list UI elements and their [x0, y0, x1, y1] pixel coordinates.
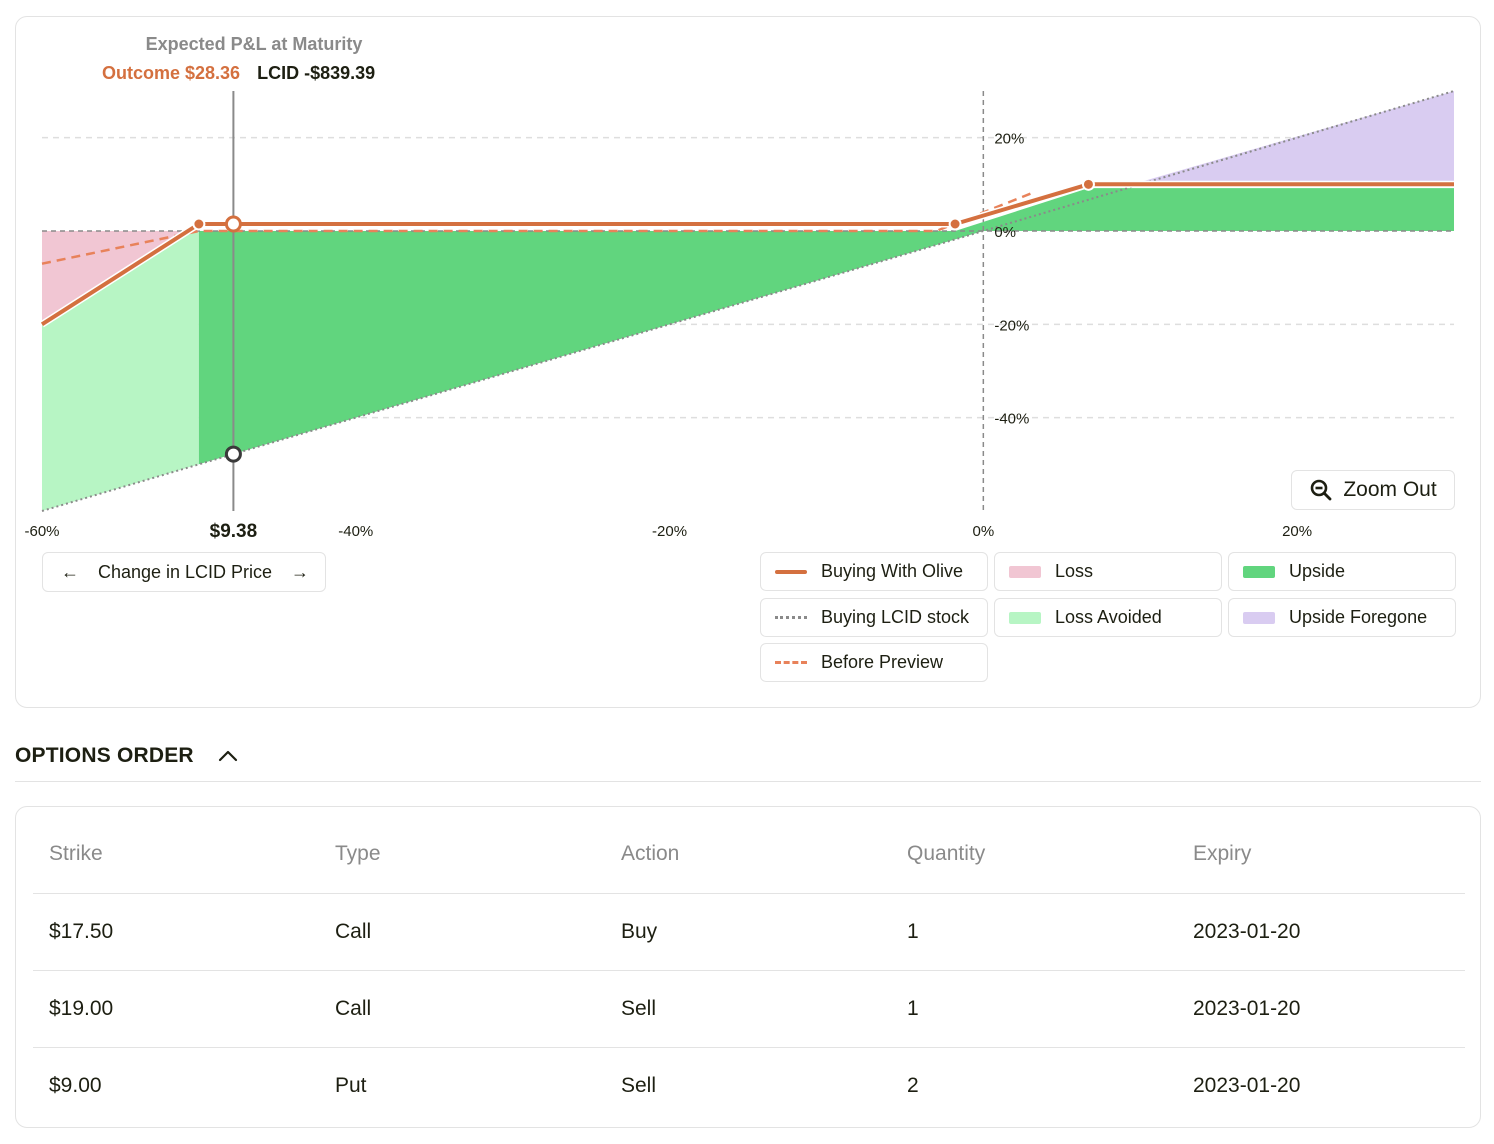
table-row: $9.00 Put Sell 2 2023-01-20	[33, 1047, 1465, 1124]
section-title: OPTIONS ORDER	[15, 743, 194, 767]
y-tick-label: -40%	[994, 411, 1029, 428]
lcid-value: LCID -$839.39	[257, 63, 376, 83]
legend-swatch	[775, 569, 807, 574]
table-cell: $17.50	[33, 893, 319, 971]
hover-values: Outcome $28.36 LCID -$839.39	[102, 63, 375, 84]
column-header: Action	[605, 815, 891, 894]
legend-item[interactable]: Loss Avoided	[994, 598, 1222, 637]
x-tick-label: -60%	[24, 523, 59, 540]
data-point	[192, 217, 206, 231]
table-cell: 1	[891, 970, 1177, 1048]
zoom-out-button[interactable]: Zoom Out	[1291, 470, 1455, 510]
x-tick-label: -20%	[652, 523, 687, 540]
legend-label: Buying LCID stock	[821, 607, 970, 627]
data-point	[948, 217, 962, 231]
y-tick-label: 20%	[994, 131, 1024, 148]
legend-label: Loss Avoided	[1055, 607, 1162, 627]
legend-label: Upside	[1289, 561, 1346, 581]
options-table: Strike Type Action Quantity Expiry $17.50 Cal…	[33, 815, 1465, 1124]
legend-swatch	[1243, 611, 1275, 624]
upside-area	[198, 188, 1454, 465]
table-cell: 2023-01-20	[1177, 893, 1465, 971]
x-tick-label: 20%	[1282, 523, 1312, 540]
price-change-nav: ← Change in LCID Price →	[42, 552, 326, 592]
table-cell: 1	[891, 893, 1177, 971]
pnl-chart[interactable]: 20% 0% -20% -40% -60% -40% -20% 0% 20% $9.38	[16, 17, 1482, 557]
loss-avoided-area	[42, 224, 199, 511]
legend-item[interactable]: Upside	[1228, 552, 1456, 591]
table-cell: Sell	[605, 970, 891, 1048]
table-cell: 2023-01-20	[1193, 1073, 1301, 1097]
table-cell: Sell	[621, 1073, 657, 1097]
upside-foregone-area	[1140, 91, 1454, 182]
zoom-out-icon	[1311, 479, 1332, 501]
column-header: Quantity	[891, 815, 1177, 894]
table-cell: 2023-01-20	[1177, 970, 1465, 1048]
column-header: Strike	[33, 815, 319, 894]
legend-label: Loss	[1055, 561, 1094, 581]
chevron-up-icon[interactable]	[214, 742, 242, 770]
arrow-right-icon[interactable]: →	[291, 561, 309, 582]
legend-label: Before Preview	[821, 652, 944, 672]
y-tick-label: 0%	[994, 224, 1016, 241]
price-nav-label: Change in LCID Price	[97, 561, 273, 582]
legend-item[interactable]: Before Preview	[760, 643, 988, 682]
options-order-header: OPTIONS ORDER	[15, 730, 1481, 782]
pnl-chart-card: 20% 0% -20% -40% -60% -40% -20% 0% 20% $9.38 Expe…	[15, 16, 1481, 708]
outcome-value: Outcome $28.36	[102, 63, 241, 83]
table-row: $19.00 Call Sell 1 2023-01-20	[33, 970, 1465, 1048]
table-cell: $19.00	[33, 970, 319, 1048]
data-point	[224, 215, 242, 233]
column-header: Type	[319, 815, 605, 894]
zoom-out-label: Zoom Out	[1343, 478, 1437, 501]
legend-item[interactable]: Upside Foregone	[1228, 598, 1456, 637]
table-row: $17.50 Call Buy 1 2023-01-20	[33, 893, 1465, 971]
hover-point-stock	[224, 445, 242, 463]
table-cell: Call	[319, 970, 605, 1048]
table-cell: 2	[907, 1073, 919, 1097]
hover-price-label: $9.38	[210, 521, 258, 542]
y-tick-label: -20%	[994, 317, 1029, 334]
data-point	[1081, 177, 1095, 191]
column-header: Expiry	[1177, 815, 1465, 894]
legend-label: Buying With Olive	[821, 561, 964, 581]
table-body: $17.50 Call Buy 1 2023-01-20 $19.00 Call Sell 1 2…	[33, 893, 1465, 1124]
table-header-row: Strike Type Action Quantity Expiry	[33, 815, 1465, 894]
table-cell: Put	[335, 1073, 367, 1097]
table-cell: Call	[319, 893, 605, 971]
table-cell: Buy	[605, 893, 891, 971]
legend-item[interactable]: Loss	[994, 552, 1222, 591]
legend-swatch	[1243, 565, 1275, 578]
legend-item[interactable]: Buying LCID stock	[760, 598, 988, 637]
legend-swatch	[1009, 565, 1041, 578]
legend-label: Upside Foregone	[1289, 607, 1428, 627]
legend-item[interactable]: Buying With Olive	[760, 552, 988, 591]
x-tick-label: -40%	[338, 523, 373, 540]
chart-title: Expected P&L at Maturity	[145, 34, 363, 54]
options-table-card: Strike Type Action Quantity Expiry $17.50 Cal…	[15, 806, 1481, 1128]
legend-swatch	[1009, 611, 1041, 624]
legend-swatch	[775, 616, 807, 619]
series-line-stock	[41, 90, 1455, 512]
legend-swatch	[775, 661, 807, 664]
arrow-left-icon[interactable]: ←	[61, 561, 79, 582]
x-tick-label: 0%	[972, 523, 994, 540]
table-cell: $9.00	[49, 1073, 102, 1097]
